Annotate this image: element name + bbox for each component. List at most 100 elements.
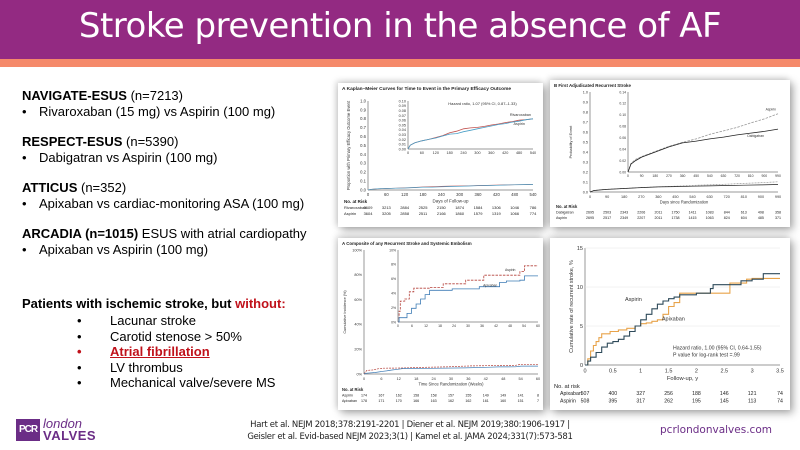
trial-n: (n=352)	[77, 180, 127, 195]
x-tick-label: 24	[431, 377, 435, 381]
trial-comparison: Dabigatran vs Aspirin (100 mg)	[39, 149, 218, 165]
risk-table-value: 1319	[492, 211, 502, 216]
risk-table-row-name: Aspirin	[560, 398, 576, 404]
x-tick-label: 54	[518, 377, 522, 381]
x-tick-label: 3	[751, 369, 754, 375]
series-label: Rivaroxaban	[510, 113, 531, 117]
risk-table-row-name: Apixaban	[560, 391, 582, 397]
inset-y-tick-label: 0.10	[399, 99, 406, 103]
x-tick-label: 360	[475, 192, 483, 197]
y-tick-label: 40%	[354, 323, 362, 327]
risk-table-value: 162	[465, 399, 471, 403]
inset-y-tick-label: 0.02	[619, 159, 626, 163]
y-tick-label: 100%	[352, 248, 362, 252]
inset-y-tick-label: 0.06	[619, 136, 626, 140]
criteria-item-text: Carotid stenose > 50%	[110, 328, 242, 344]
risk-table-value: 1750	[671, 211, 679, 215]
x-tick-label: 60	[384, 192, 389, 197]
risk-table-value: 3205	[382, 211, 392, 216]
series-line-apixaban	[398, 275, 538, 323]
x-tick-label: 12	[397, 377, 401, 381]
x-tick-label: 2	[695, 369, 698, 375]
chart-annotation: Hazard ratio, 1.07 (95% CI, 0.87–1.33)	[448, 101, 517, 106]
logo-mark: PCR	[16, 419, 40, 441]
risk-table-value: 2343	[620, 211, 628, 215]
risk-table-value: 507	[581, 391, 590, 397]
y-tick-label: 1.0	[583, 90, 588, 94]
x-axis-label: Time Since Randomization (Weeks)	[418, 382, 484, 387]
chart-arcadia: 0 5 10 15 0 0.5 1 1.5 2 2.5 3 3.5 Follow-up, y Cumula…	[550, 238, 790, 410]
x-tick-label: 0	[583, 369, 586, 375]
chart-atticus: A Composite of any Recurrent Stroke and …	[338, 238, 543, 410]
inset-y-tick-label: 8%	[391, 263, 396, 267]
series-line-aspirin	[398, 265, 538, 323]
inset-x-tick-label: 180	[652, 174, 658, 178]
inset-y-tick-label: 0.05	[399, 123, 406, 127]
chart-navigate-esus: A Kaplan–Meier Curves for Time to Event …	[338, 83, 543, 227]
bullet-icon: •	[77, 375, 82, 390]
risk-table-value: 1415	[689, 216, 697, 220]
x-tick-label: 18	[414, 377, 418, 381]
trial-n: (n=5390)	[122, 134, 179, 149]
risk-table-value: 824	[724, 216, 730, 220]
risk-table-value: 2695	[586, 216, 594, 220]
y-axis-label: Probability of Event	[569, 125, 573, 159]
website-link[interactable]: pcrlondonvalves.com	[660, 424, 772, 436]
reference-line: Hart et al. NEJM 2018;378:2191-2201 | Di…	[250, 420, 570, 430]
inset-x-tick-label: 60	[536, 324, 540, 328]
inset-x-tick-label: 24	[452, 324, 456, 328]
x-tick-label: 0	[367, 192, 370, 197]
risk-table-value: 8	[537, 394, 539, 398]
x-tick-label: 120	[401, 192, 409, 197]
bullet-icon: •	[77, 313, 82, 328]
title-accent-line	[0, 59, 800, 67]
inset-y-tick-label: 0.10	[619, 113, 626, 117]
x-tick-label: 270	[638, 195, 644, 199]
risk-table-value: 178	[361, 399, 367, 403]
risk-table-value: 151	[518, 399, 524, 403]
inset-x-tick-label: 420	[502, 151, 508, 155]
risk-table-value: 2166	[437, 211, 447, 216]
inset-x-tick-label: 60	[420, 151, 424, 155]
y-tick-label: 0.8	[583, 110, 588, 114]
criteria-heading: Patients with ischemic stroke, but witho…	[22, 296, 286, 311]
inset-x-tick-label: 540	[707, 174, 713, 178]
inset-x-tick-label: 480	[516, 151, 522, 155]
x-tick-label: 48	[501, 377, 505, 381]
inset-x-tick-label: 42	[494, 324, 498, 328]
inset-x-tick-label: 90	[640, 174, 644, 178]
inset-x-tick-label: 990	[775, 174, 781, 178]
risk-table-value: 162	[396, 394, 402, 398]
title-bar	[0, 0, 800, 60]
risk-table-value: 262	[664, 398, 673, 404]
inset-y-tick-label: 0.00	[399, 147, 406, 151]
inset-y-tick-label: 0.00	[619, 170, 626, 174]
risk-table-value: 604	[741, 216, 747, 220]
risk-table-value: 149	[500, 394, 506, 398]
y-tick-label: 0.2	[360, 170, 366, 175]
inset-x-tick-label: 36	[480, 324, 484, 328]
inset-x-tick-label: 300	[474, 151, 480, 155]
x-axis-label: Days of Follow-up	[432, 198, 469, 203]
inset-x-tick-label: 54	[522, 324, 526, 328]
y-tick-label: 0.6	[583, 130, 588, 134]
references: Hart et al. NEJM 2018;378:2191-2201 | Di…	[240, 420, 580, 443]
x-tick-label: 180	[621, 195, 627, 199]
risk-table-value: 3609	[364, 205, 374, 210]
bullet-icon: •	[77, 359, 82, 375]
y-tick-label: 0.1	[360, 179, 366, 184]
x-tick-label: 180	[420, 192, 428, 197]
inset-y-tick-label: 0.02	[399, 138, 406, 142]
risk-table-value: 1738	[671, 216, 679, 220]
inset-y-tick-label: 4%	[391, 291, 396, 295]
risk-table-value: 166	[413, 399, 419, 403]
inset-y-tick-label: 0.12	[619, 102, 626, 106]
risk-table-value: 195	[692, 398, 701, 404]
chart-navigate-esus-svg: A Kaplan–Meier Curves for Time to Event …	[342, 86, 537, 216]
x-tick-label: 1	[639, 369, 642, 375]
series-line-full-scale-aspirin	[367, 184, 534, 191]
y-tick-label: 0.4	[360, 152, 366, 157]
criteria-heading-emphasis: without:	[235, 296, 286, 311]
risk-table-value: 774	[530, 211, 537, 216]
trials-list: NAVIGATE-ESUS (n=7213) • Rivaroxaban (15 …	[22, 88, 332, 272]
